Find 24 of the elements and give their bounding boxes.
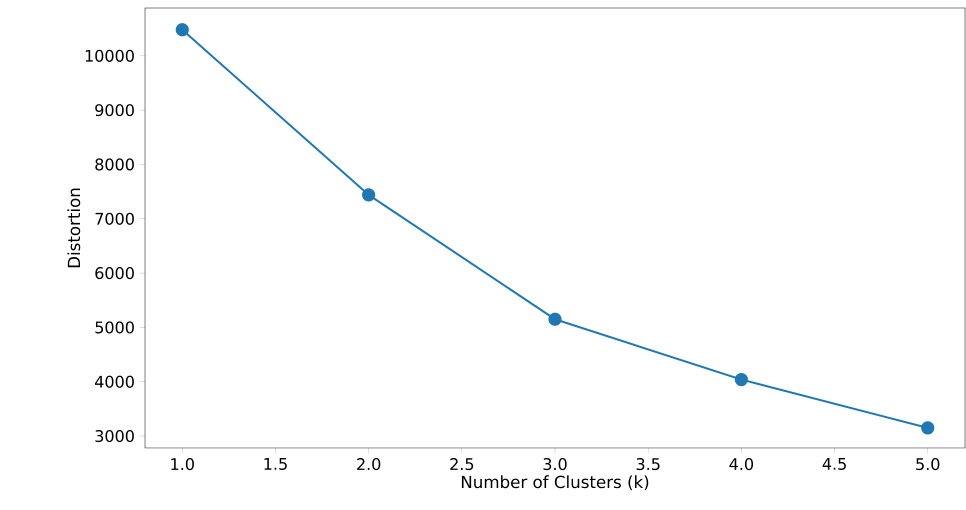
y-tick-label: 8000 bbox=[95, 158, 134, 171]
x-tick-label: 3.0 bbox=[543, 458, 567, 470]
point bbox=[362, 188, 376, 202]
x-tick-label: 5.0 bbox=[916, 458, 940, 470]
point bbox=[548, 312, 562, 326]
x-tick-label: 4.0 bbox=[729, 458, 754, 470]
point bbox=[921, 421, 934, 434]
x-tick-label: 2.5 bbox=[450, 458, 474, 470]
y-tick-label: 10000 bbox=[86, 50, 134, 62]
y-axis-title: Distortion bbox=[67, 188, 80, 268]
point bbox=[176, 23, 189, 36]
y-tick-label: 5000 bbox=[95, 321, 134, 334]
y-tick-label: 4000 bbox=[95, 376, 134, 388]
x-tick-label: 1.0 bbox=[171, 458, 194, 470]
y-tick-label: 7000 bbox=[96, 212, 134, 225]
y-tick-label: 9000 bbox=[95, 104, 134, 116]
x-axis-title: Number of Clusters (k) bbox=[462, 475, 648, 490]
x-tick-label: 4.5 bbox=[822, 458, 846, 470]
x-tick-label: 2.0 bbox=[357, 458, 380, 470]
point bbox=[734, 372, 748, 386]
y-tick-label: 3000 bbox=[95, 430, 134, 442]
y-tick-label: 6000 bbox=[95, 267, 134, 280]
x-tick-label: 3.5 bbox=[636, 458, 660, 470]
x-tick-label: 1.5 bbox=[264, 458, 287, 470]
